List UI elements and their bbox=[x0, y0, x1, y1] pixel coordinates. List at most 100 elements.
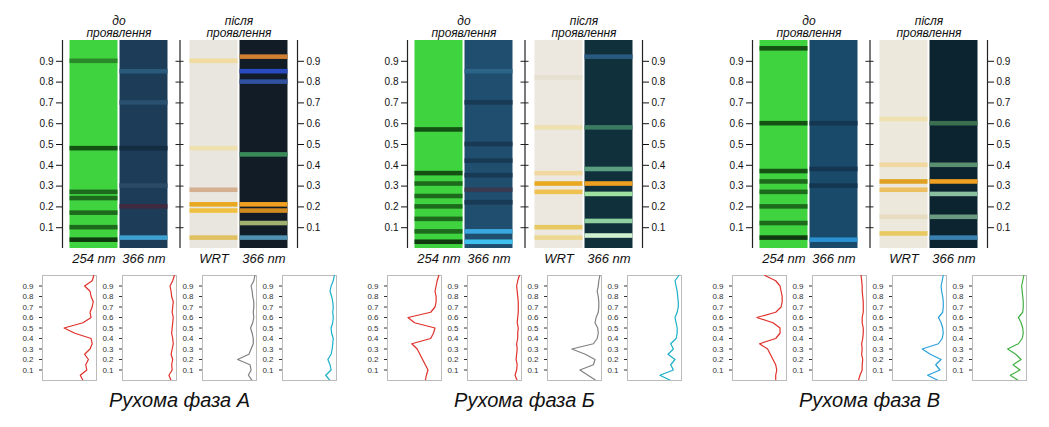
svg-text:0.6: 0.6 bbox=[385, 118, 399, 129]
svg-text:0.6: 0.6 bbox=[997, 118, 1011, 129]
svg-text:0.8: 0.8 bbox=[367, 292, 379, 301]
svg-text:0.4: 0.4 bbox=[262, 334, 274, 343]
svg-text:0.2: 0.2 bbox=[367, 355, 379, 364]
svg-text:0.3: 0.3 bbox=[952, 345, 964, 354]
svg-text:0.1: 0.1 bbox=[447, 366, 459, 375]
svg-text:0.9: 0.9 bbox=[367, 282, 379, 291]
svg-text:0.9: 0.9 bbox=[997, 56, 1011, 67]
svg-text:0.9: 0.9 bbox=[652, 56, 666, 67]
svg-text:0.1: 0.1 bbox=[40, 222, 54, 233]
svg-text:0.1: 0.1 bbox=[385, 222, 399, 233]
svg-text:0.5: 0.5 bbox=[262, 324, 274, 333]
svg-text:0.2: 0.2 bbox=[447, 355, 459, 364]
svg-text:0.6: 0.6 bbox=[307, 118, 321, 129]
svg-text:0.4: 0.4 bbox=[527, 334, 539, 343]
svg-text:0.6: 0.6 bbox=[182, 313, 194, 322]
svg-text:0.5: 0.5 bbox=[102, 324, 114, 333]
svg-text:0.1: 0.1 bbox=[527, 366, 539, 375]
svg-text:0.7: 0.7 bbox=[607, 303, 619, 312]
svg-text:0.9: 0.9 bbox=[22, 282, 34, 291]
svg-text:0.9: 0.9 bbox=[385, 56, 399, 67]
svg-text:0.2: 0.2 bbox=[652, 201, 666, 212]
svg-text:0.5: 0.5 bbox=[367, 324, 379, 333]
svg-text:366 nm: 366 nm bbox=[242, 251, 286, 266]
svg-text:0.4: 0.4 bbox=[792, 334, 804, 343]
svg-text:0.1: 0.1 bbox=[182, 366, 194, 375]
svg-text:0.1: 0.1 bbox=[307, 222, 321, 233]
svg-text:0.5: 0.5 bbox=[307, 139, 321, 150]
svg-text:0.7: 0.7 bbox=[262, 303, 274, 312]
svg-text:0.8: 0.8 bbox=[22, 292, 34, 301]
svg-text:0.8: 0.8 bbox=[792, 292, 804, 301]
svg-text:0.7: 0.7 bbox=[527, 303, 539, 312]
svg-text:0.1: 0.1 bbox=[652, 222, 666, 233]
svg-text:післяпроявлення: післяпроявлення bbox=[551, 14, 617, 40]
svg-text:0.8: 0.8 bbox=[730, 76, 744, 87]
svg-text:0.8: 0.8 bbox=[447, 292, 459, 301]
svg-text:0.2: 0.2 bbox=[307, 201, 321, 212]
svg-text:0.7: 0.7 bbox=[40, 97, 54, 108]
svg-text:0.9: 0.9 bbox=[447, 282, 459, 291]
svg-text:0.3: 0.3 bbox=[307, 180, 321, 191]
svg-text:0.5: 0.5 bbox=[952, 324, 964, 333]
svg-text:0.2: 0.2 bbox=[385, 201, 399, 212]
svg-text:0.8: 0.8 bbox=[607, 292, 619, 301]
svg-text:0.7: 0.7 bbox=[712, 303, 724, 312]
svg-text:0.3: 0.3 bbox=[527, 345, 539, 354]
svg-text:0.2: 0.2 bbox=[182, 355, 194, 364]
svg-text:0.3: 0.3 bbox=[102, 345, 114, 354]
svg-text:0.3: 0.3 bbox=[262, 345, 274, 354]
svg-text:0.6: 0.6 bbox=[712, 313, 724, 322]
svg-text:WRT: WRT bbox=[889, 251, 919, 266]
svg-text:0.4: 0.4 bbox=[367, 334, 379, 343]
svg-text:0.7: 0.7 bbox=[730, 97, 744, 108]
svg-text:0.7: 0.7 bbox=[997, 97, 1011, 108]
svg-text:0.8: 0.8 bbox=[997, 76, 1011, 87]
svg-text:0.1: 0.1 bbox=[22, 366, 34, 375]
svg-text:0.6: 0.6 bbox=[792, 313, 804, 322]
svg-text:0.7: 0.7 bbox=[872, 303, 884, 312]
svg-text:0.6: 0.6 bbox=[262, 313, 274, 322]
svg-text:0.6: 0.6 bbox=[652, 118, 666, 129]
svg-text:0.8: 0.8 bbox=[712, 292, 724, 301]
svg-text:366 nm: 366 nm bbox=[467, 251, 511, 266]
svg-text:0.5: 0.5 bbox=[730, 139, 744, 150]
svg-text:0.1: 0.1 bbox=[730, 222, 744, 233]
svg-text:0.9: 0.9 bbox=[792, 282, 804, 291]
svg-text:0.5: 0.5 bbox=[997, 139, 1011, 150]
svg-text:0.2: 0.2 bbox=[102, 355, 114, 364]
svg-text:0.2: 0.2 bbox=[712, 355, 724, 364]
svg-text:допроявлення: допроявлення bbox=[431, 14, 497, 40]
svg-text:0.1: 0.1 bbox=[872, 366, 884, 375]
svg-text:0.5: 0.5 bbox=[385, 139, 399, 150]
svg-text:0.4: 0.4 bbox=[182, 334, 194, 343]
svg-text:0.8: 0.8 bbox=[40, 76, 54, 87]
svg-text:0.2: 0.2 bbox=[997, 201, 1011, 212]
svg-text:0.4: 0.4 bbox=[712, 334, 724, 343]
svg-text:WRT: WRT bbox=[199, 251, 229, 266]
svg-text:0.9: 0.9 bbox=[730, 56, 744, 67]
svg-text:0.1: 0.1 bbox=[607, 366, 619, 375]
svg-text:післяпроявлення: післяпроявлення bbox=[896, 14, 962, 40]
svg-text:0.5: 0.5 bbox=[607, 324, 619, 333]
svg-text:0.7: 0.7 bbox=[22, 303, 34, 312]
svg-text:0.3: 0.3 bbox=[712, 345, 724, 354]
svg-text:0.8: 0.8 bbox=[952, 292, 964, 301]
svg-text:0.4: 0.4 bbox=[385, 160, 399, 171]
svg-text:0.3: 0.3 bbox=[447, 345, 459, 354]
svg-text:0.3: 0.3 bbox=[730, 180, 744, 191]
svg-text:0.3: 0.3 bbox=[872, 345, 884, 354]
svg-text:0.2: 0.2 bbox=[22, 355, 34, 364]
svg-text:254 nm: 254 nm bbox=[761, 251, 806, 266]
svg-text:0.8: 0.8 bbox=[527, 292, 539, 301]
svg-text:0.8: 0.8 bbox=[182, 292, 194, 301]
svg-text:366 nm: 366 nm bbox=[812, 251, 856, 266]
svg-text:366 nm: 366 nm bbox=[122, 251, 166, 266]
svg-text:366 nm: 366 nm bbox=[587, 251, 631, 266]
svg-text:0.6: 0.6 bbox=[102, 313, 114, 322]
svg-text:0.6: 0.6 bbox=[527, 313, 539, 322]
svg-text:0.4: 0.4 bbox=[997, 160, 1011, 171]
svg-text:0.4: 0.4 bbox=[652, 160, 666, 171]
svg-text:0.4: 0.4 bbox=[872, 334, 884, 343]
svg-text:0.2: 0.2 bbox=[40, 201, 54, 212]
